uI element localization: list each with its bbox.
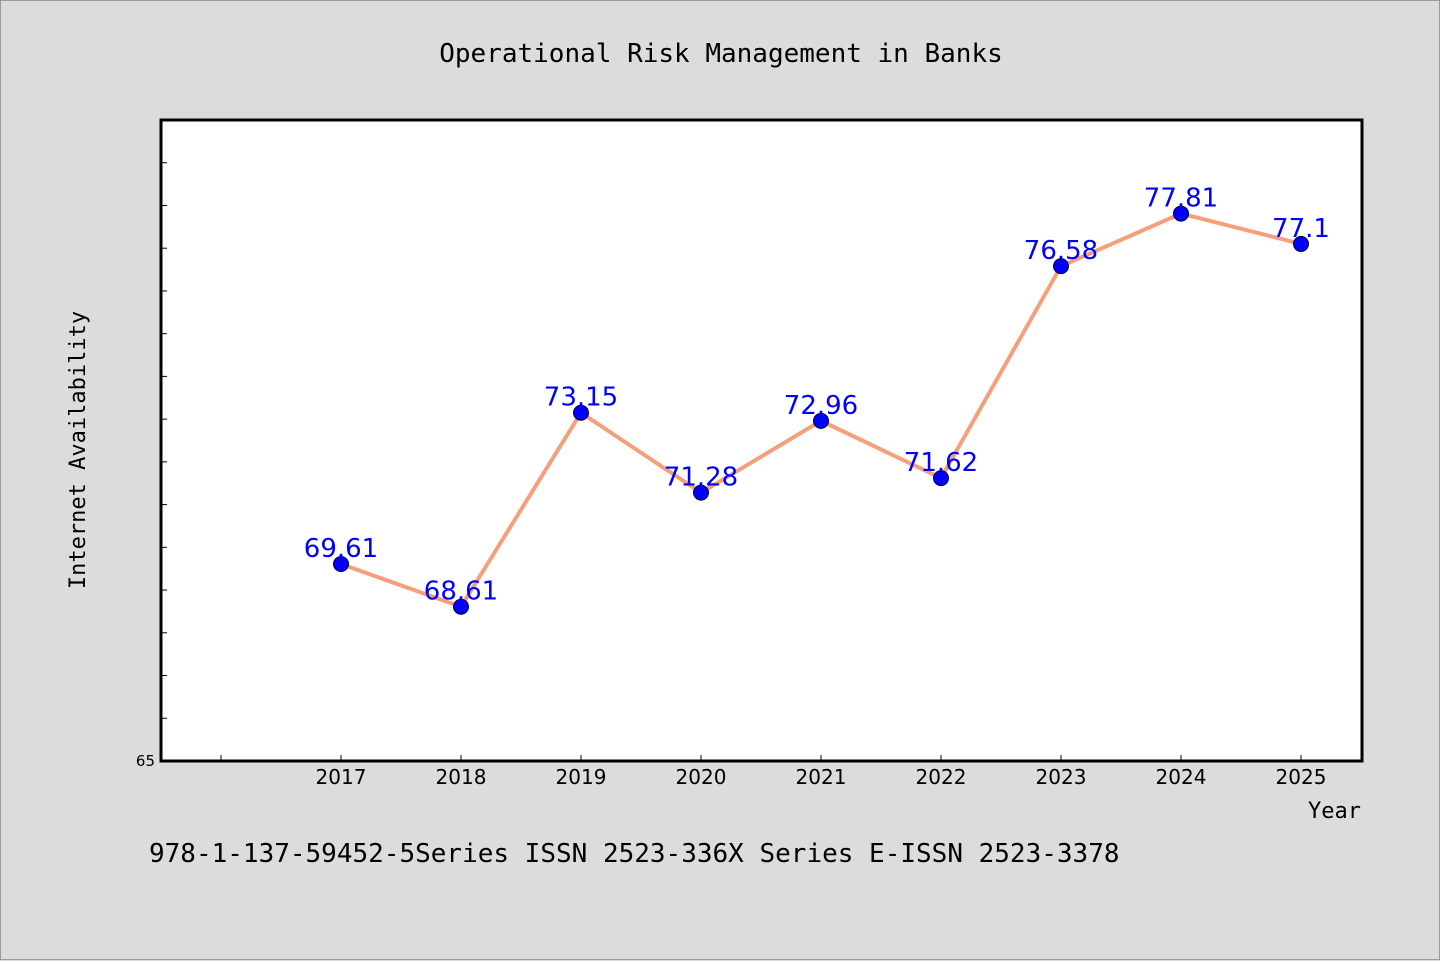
x-tick-label: 2024	[1156, 765, 1207, 789]
data-point-marker	[453, 598, 469, 615]
data-label: 72.96	[784, 391, 858, 421]
y-tick-label: 65	[136, 752, 155, 770]
data-label: 77.1	[1272, 214, 1330, 244]
x-tick-label: 2017	[316, 765, 367, 789]
data-point-marker	[333, 555, 349, 572]
data-point-marker	[693, 484, 709, 501]
data-markers	[333, 205, 1309, 615]
data-point-marker	[813, 412, 829, 429]
data-label: 76.58	[1024, 236, 1098, 266]
chart-title: Operational Risk Management in Banks	[439, 39, 1003, 69]
x-tick-label: 2019	[556, 765, 607, 789]
data-point-marker	[933, 470, 949, 487]
x-tick-label: 2021	[796, 765, 847, 789]
x-tick-label: 2022	[916, 765, 967, 789]
x-tick-label: 2025	[1276, 765, 1327, 789]
data-point-marker	[1293, 235, 1309, 252]
y-axis-label: Internet Availability	[66, 311, 91, 589]
x-axis-label: Year	[1308, 799, 1361, 824]
data-point-marker	[1053, 258, 1069, 275]
data-labels: 69.61 68.61 73.15 71.28 72.96 71.62 76.58 77.81…	[304, 184, 1330, 607]
plot-area	[159, 118, 1364, 763]
x-axis-ticks	[220, 755, 1302, 761]
x-axis-tick-labels: 2017 2018 2019 2020 2021 2022 2023 2024 2025	[316, 765, 1327, 789]
data-label: 73.15	[544, 383, 618, 413]
data-point-marker	[1173, 205, 1189, 222]
data-label: 68.61	[424, 577, 498, 607]
y-axis-tick-labels: 65	[136, 752, 155, 770]
data-label: 77.81	[1144, 184, 1218, 214]
data-label: 71.28	[664, 463, 738, 493]
footer-isbn-issn: 978-1-137-59452-5Series ISSN 2523-336X S…	[149, 839, 1120, 869]
data-label: 71.62	[904, 448, 978, 478]
x-tick-label: 2018	[436, 765, 487, 789]
data-point-marker	[573, 404, 589, 421]
data-label: 69.61	[304, 534, 378, 564]
y-axis-ticks	[161, 162, 167, 719]
x-tick-label: 2020	[676, 765, 727, 789]
x-tick-label: 2023	[1036, 765, 1087, 789]
